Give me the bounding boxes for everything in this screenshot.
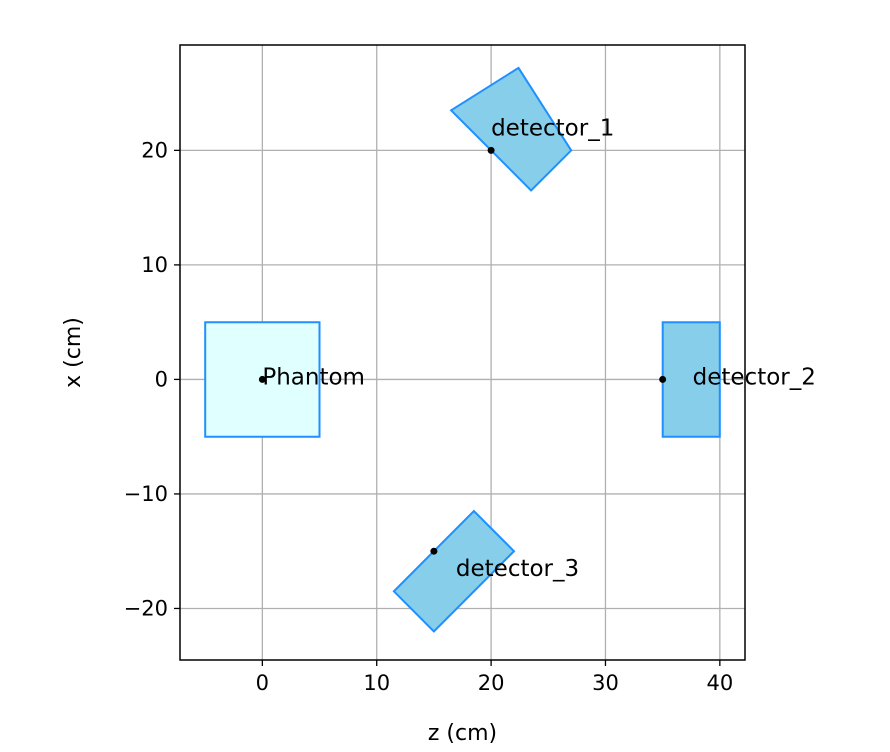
x-tick-label: 30 bbox=[592, 671, 619, 695]
y-tick-label: −20 bbox=[124, 596, 168, 620]
object-shapes bbox=[204, 66, 721, 633]
object-label: Phantom bbox=[262, 364, 365, 390]
y-tick-label: 0 bbox=[155, 367, 168, 391]
y-tick-label: 20 bbox=[141, 138, 168, 162]
y-tick-label: 10 bbox=[141, 253, 168, 277]
object-labels: Phantom detector_1 detector_2 detector_3 bbox=[262, 115, 816, 582]
y-tick-label: −10 bbox=[124, 482, 168, 506]
object-shape bbox=[392, 509, 516, 633]
object-center-point bbox=[487, 146, 495, 154]
object-center-point bbox=[258, 375, 266, 383]
x-tick-label: 0 bbox=[256, 671, 269, 695]
object-center-point bbox=[659, 375, 667, 383]
axis-ticks: 0 10 20 30 40 −20 −10 0 10 20 bbox=[124, 138, 734, 695]
x-tick-label: 10 bbox=[363, 671, 390, 695]
object-shape bbox=[449, 66, 573, 192]
object-center-point bbox=[430, 547, 438, 555]
object-label: detector_3 bbox=[456, 556, 579, 582]
plot-frame bbox=[179, 44, 746, 661]
x-tick-label: 20 bbox=[478, 671, 505, 695]
object-label: detector_1 bbox=[491, 115, 614, 141]
object-centers bbox=[258, 146, 667, 555]
object-label: detector_2 bbox=[693, 364, 816, 390]
y-axis-label: x (cm) bbox=[61, 317, 86, 388]
object-shape bbox=[661, 321, 721, 438]
x-axis-label: z (cm) bbox=[428, 721, 497, 746]
x-tick-label: 40 bbox=[706, 671, 733, 695]
